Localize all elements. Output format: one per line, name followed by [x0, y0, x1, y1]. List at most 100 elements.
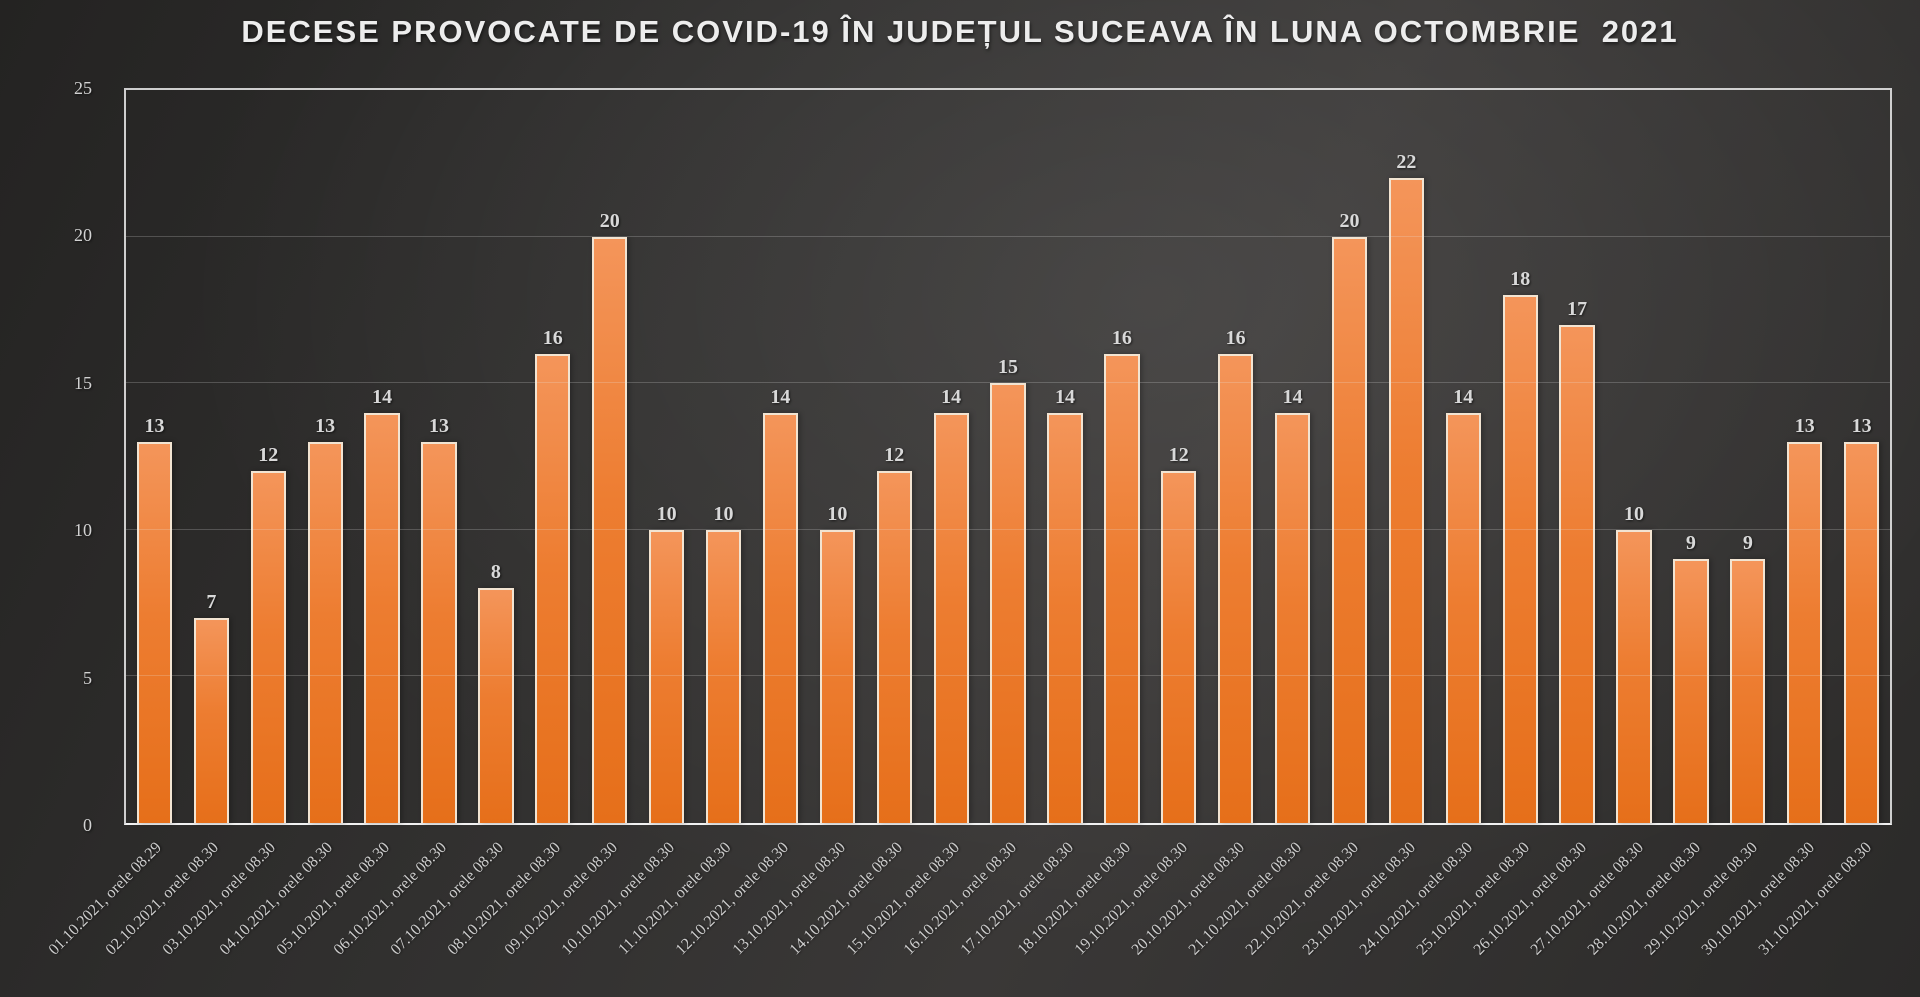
- category-cell: 14: [1264, 90, 1321, 823]
- bar-value-label: 14: [770, 385, 791, 408]
- x-tick-label: 15.10.2021, orele 08.30: [843, 839, 963, 959]
- bar: [1502, 295, 1538, 823]
- x-tick-label: 17.10.2021, orele 08.30: [957, 839, 1078, 959]
- gridline: [126, 382, 1890, 384]
- bar-value-label: 16: [542, 326, 563, 349]
- bar: [421, 441, 457, 823]
- bar-value-label: 10: [713, 502, 734, 525]
- bar: [136, 441, 173, 823]
- bar: [250, 471, 286, 823]
- bar-value-label: 22: [1396, 150, 1417, 173]
- bar: [705, 529, 742, 823]
- category-cell: 10: [695, 90, 752, 823]
- y-axis: 0 5 10 15 20 25: [0, 79, 106, 834]
- bar-value-label: 14: [1453, 385, 1474, 408]
- y-tick-label: 0: [83, 815, 92, 835]
- bar-value-label: 16: [1225, 326, 1246, 349]
- x-tick-label: 06.10.2021, orele 08.30: [330, 839, 450, 959]
- bar: [1787, 441, 1823, 823]
- bar: [1730, 559, 1766, 823]
- x-tick-label: 26.10.2021, orele 08.30: [1470, 839, 1591, 959]
- bar: [648, 529, 685, 823]
- category-cell: 13: [297, 90, 354, 823]
- bar-value-label: 18: [1510, 268, 1531, 291]
- x-tick-label: 07.10.2021, orele 08.30: [387, 839, 507, 959]
- bar-value-label: 14: [372, 385, 393, 408]
- x-tick-label: 19.10.2021, orele 08.30: [1071, 839, 1192, 959]
- category-cell: 15: [980, 90, 1037, 823]
- bar: [1218, 353, 1254, 823]
- bar-value-label: 7: [206, 590, 217, 613]
- category-cell: 13: [1776, 90, 1833, 823]
- bar: [478, 588, 514, 823]
- x-tick-label: 31.10.2021, orele 08.30: [1755, 839, 1876, 959]
- bar-value-label: 20: [1339, 209, 1360, 232]
- x-tick-label: 28.10.2021, orele 08.30: [1584, 839, 1705, 959]
- category-cell: 22: [1378, 90, 1435, 823]
- bar: [990, 383, 1026, 823]
- x-tick-label: 29.10.2021, orele 08.30: [1641, 839, 1762, 959]
- category-cell: 16: [1093, 90, 1150, 823]
- category-cell: 17: [1549, 90, 1606, 823]
- x-tick-label: 16.10.2021, orele 08.30: [900, 839, 1021, 959]
- x-tick-label: 03.10.2021, orele 08.30: [159, 839, 279, 959]
- category-cell: 20: [581, 90, 638, 823]
- y-tick-label: 25: [74, 78, 92, 98]
- bar: [762, 412, 799, 823]
- bar-value-label: 13: [428, 414, 449, 437]
- category-cell: 12: [1150, 90, 1207, 823]
- bar: [1616, 529, 1652, 823]
- bar-value-label: 12: [1168, 444, 1189, 467]
- plot-area: 13 7 12 13 14 13 8 16 20 10 10 14 10 12 14 15 14 16 12 16 14…: [124, 88, 1892, 825]
- x-tick-label: 11.10.2021, orele 08.30: [615, 839, 735, 959]
- x-tick-label: 13.10.2021, orele 08.30: [729, 839, 849, 959]
- category-cell: 9: [1662, 90, 1719, 823]
- gridline: [126, 528, 1890, 530]
- x-tick-label: 05.10.2021, orele 08.30: [273, 839, 393, 959]
- bar-value-label: 14: [1282, 385, 1303, 408]
- x-tick-label: 20.10.2021, orele 08.30: [1128, 839, 1249, 959]
- y-tick-label: 15: [74, 372, 92, 393]
- x-tick-label: 24.10.2021, orele 08.30: [1356, 839, 1477, 959]
- bar-value-label: 14: [941, 385, 962, 408]
- bar: [1445, 412, 1481, 823]
- category-cell: 13: [126, 90, 183, 823]
- x-tick-label: 23.10.2021, orele 08.30: [1299, 839, 1420, 959]
- bar: [1161, 471, 1197, 823]
- bar: [535, 353, 571, 823]
- bar-value-label: 8: [490, 561, 501, 584]
- x-tick-label: 14.10.2021, orele 08.30: [786, 839, 906, 959]
- category-cell: 13: [411, 90, 468, 823]
- bar-value-label: 13: [1794, 414, 1815, 437]
- x-tick-label: 22.10.2021, orele 08.30: [1242, 839, 1363, 959]
- x-tick-label: 09.10.2021, orele 08.30: [501, 839, 621, 959]
- x-tick-label: 30.10.2021, orele 08.30: [1698, 839, 1819, 959]
- category-cell: 14: [1037, 90, 1094, 823]
- bar-value-label: 12: [884, 444, 905, 467]
- bar: [592, 236, 628, 823]
- bar: [1559, 324, 1595, 823]
- category-cell: 13: [1833, 90, 1890, 823]
- category-cell: 16: [1207, 90, 1264, 823]
- category-cell: 14: [1435, 90, 1492, 823]
- bar-value-label: 15: [998, 356, 1019, 379]
- x-tick-label: 18.10.2021, orele 08.30: [1014, 839, 1135, 959]
- bar: [307, 441, 343, 823]
- chart-title: DECESE PROVOCATE DE COVID-19 ÎN JUDEȚUL …: [241, 14, 1679, 49]
- y-tick-label: 20: [74, 225, 92, 246]
- category-cell: 10: [638, 90, 695, 823]
- x-tick-label: 21.10.2021, orele 08.30: [1185, 839, 1306, 959]
- category-cell: 14: [923, 90, 980, 823]
- x-tick-label: 12.10.2021, orele 08.30: [672, 839, 792, 959]
- bar-value-label: 16: [1111, 326, 1132, 349]
- category-cell: 9: [1719, 90, 1776, 823]
- x-tick-label: 04.10.2021, orele 08.30: [216, 839, 336, 959]
- bar-value-label: 10: [656, 502, 677, 525]
- bar: [1331, 236, 1368, 823]
- bar: [876, 471, 912, 823]
- category-cell: 7: [183, 90, 240, 823]
- bar-value-label: 13: [1851, 414, 1872, 437]
- bar: [1104, 353, 1140, 823]
- bar-value-label: 10: [1624, 502, 1645, 525]
